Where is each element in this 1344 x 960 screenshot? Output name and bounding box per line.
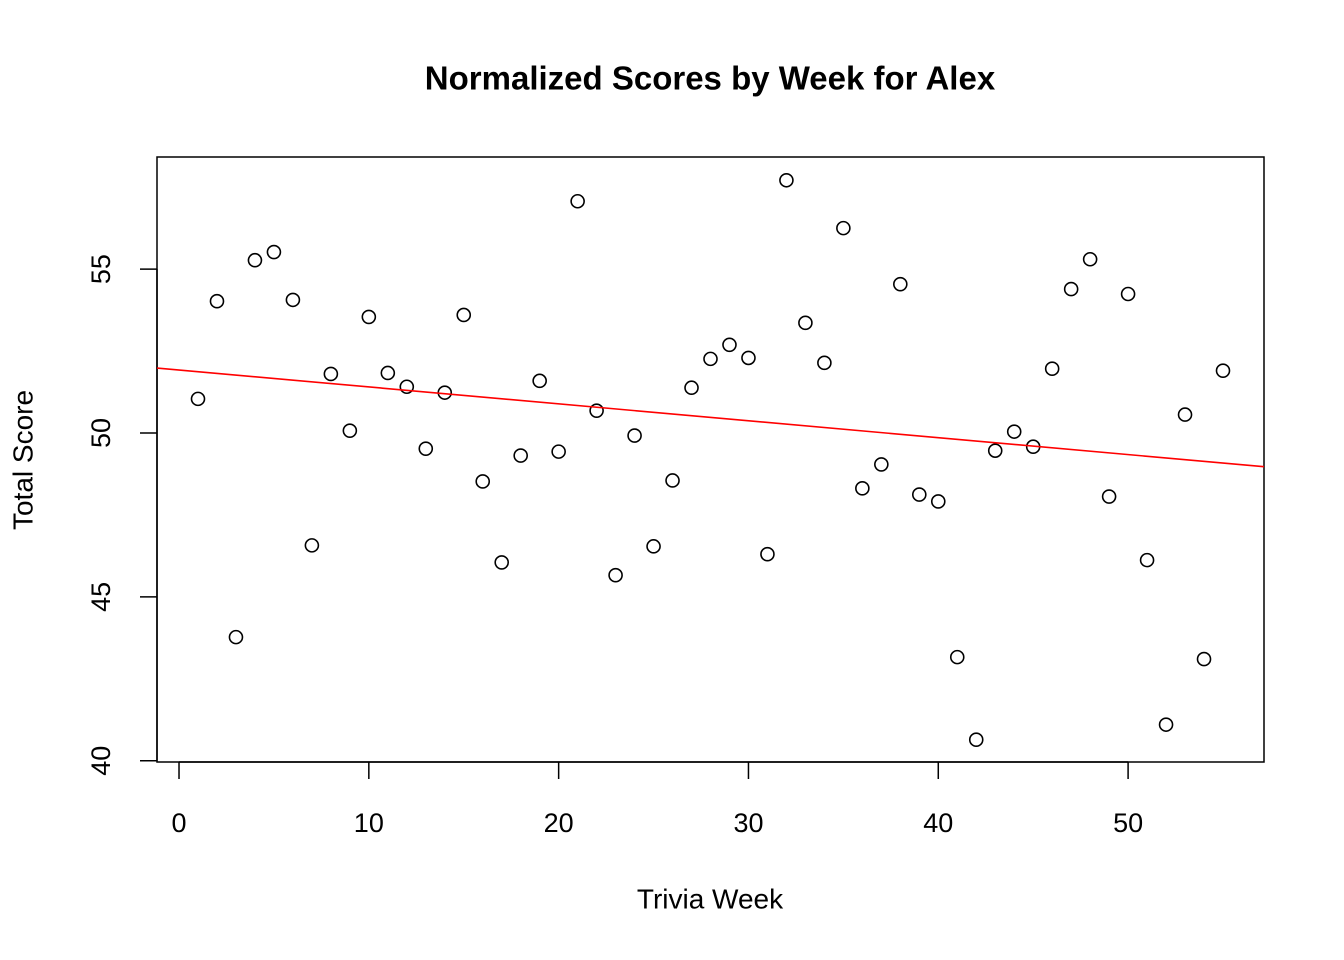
x-tick-label: 30: [733, 808, 763, 838]
point: [266, 244, 282, 260]
y-tick-label: 40: [86, 746, 116, 776]
x-tick-label: 40: [923, 808, 953, 838]
point: [342, 423, 358, 438]
point: [1063, 281, 1079, 297]
point: [893, 276, 908, 292]
point: [779, 172, 794, 188]
point: [494, 555, 510, 570]
point: [475, 474, 491, 489]
point: [323, 366, 339, 382]
point: [551, 444, 566, 459]
point: [228, 629, 244, 645]
point: [968, 732, 984, 748]
plot-frame: [156, 156, 1265, 763]
point: [1082, 251, 1098, 267]
point: [608, 567, 623, 583]
point: [722, 337, 737, 353]
point: [418, 441, 434, 456]
point: [1006, 424, 1022, 439]
point: [1158, 717, 1174, 732]
point: [817, 355, 832, 371]
point: [665, 473, 680, 488]
point: [361, 309, 377, 325]
chart-title: Normalized Scores by Week for Alex: [425, 60, 996, 97]
y-tick-label: 45: [86, 582, 116, 612]
point: [589, 403, 604, 418]
point: [646, 539, 661, 554]
point: [532, 373, 547, 389]
point: [1120, 286, 1136, 302]
point: [513, 448, 528, 463]
point: [855, 481, 870, 496]
point: [703, 351, 718, 367]
point: [456, 307, 472, 323]
trend-line: [156, 367, 1265, 468]
point: [1177, 407, 1193, 422]
point: [987, 443, 1003, 458]
point: [1101, 489, 1117, 504]
point: [741, 350, 756, 366]
x-tick-label: 0: [172, 808, 187, 838]
point: [1139, 552, 1155, 568]
y-tick-label: 50: [86, 418, 116, 448]
point: [190, 391, 206, 407]
point: [760, 546, 775, 562]
point: [1215, 363, 1231, 378]
x-axis-title: Trivia Week: [637, 883, 784, 914]
point: [209, 293, 225, 309]
point: [836, 220, 851, 236]
point: [380, 365, 396, 381]
point: [911, 487, 927, 502]
point: [1044, 361, 1060, 377]
y-tick-label: 55: [86, 254, 116, 284]
point: [798, 315, 813, 331]
x-tick-label: 50: [1113, 808, 1143, 838]
point: [930, 494, 946, 509]
point: [684, 380, 699, 396]
point: [285, 292, 301, 308]
point: [874, 457, 889, 472]
point: [949, 649, 965, 665]
y-axis-title: Total Score: [7, 390, 38, 530]
point: [399, 379, 415, 395]
point: [627, 428, 642, 443]
point: [570, 193, 585, 209]
x-tick-label: 10: [354, 808, 384, 838]
x-tick-label: 20: [544, 808, 574, 838]
point: [247, 252, 263, 268]
point: [1196, 651, 1212, 667]
point: [304, 538, 320, 553]
